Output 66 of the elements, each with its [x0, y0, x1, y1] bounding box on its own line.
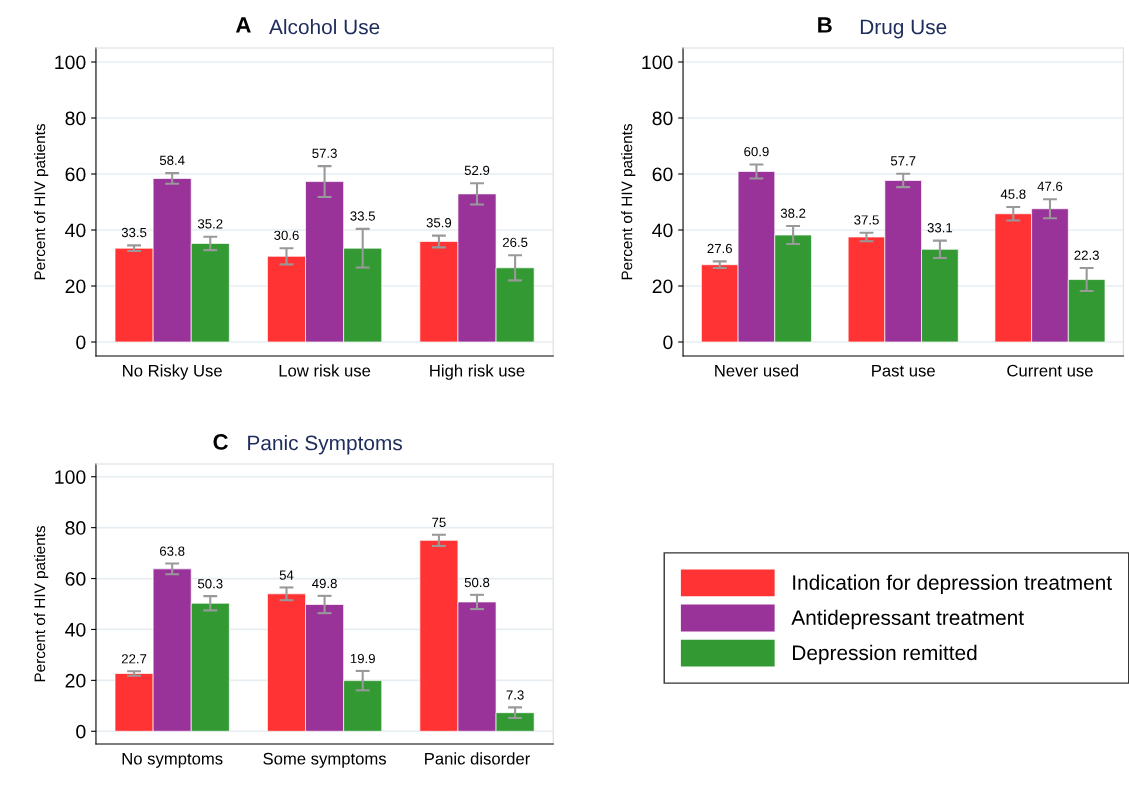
- y-axis-title: Percent of HIV patients: [621, 124, 636, 280]
- y-tick-label: 60: [65, 167, 86, 182]
- data-label: 47.6: [1037, 181, 1063, 191]
- y-tick-label: 40: [652, 223, 673, 238]
- x-tick-label: Some symptoms: [263, 752, 387, 768]
- text: B: [818, 17, 832, 33]
- data-label: 52.9: [464, 165, 490, 176]
- x-tick-label: No symptoms: [122, 752, 223, 768]
- data-label: 26.5: [502, 237, 528, 247]
- y-tick-label: 100: [55, 470, 86, 484]
- y-tick-label: 100: [55, 55, 86, 70]
- y-tick-label: 40: [65, 223, 86, 238]
- data-label: 57.7: [890, 156, 916, 166]
- data-label: 35.2: [197, 219, 223, 229]
- x-tick-label: No Risky Use: [123, 364, 222, 380]
- data-label: 75: [432, 517, 446, 528]
- data-label: 49.8: [312, 578, 337, 589]
- data-label: 35.9: [426, 218, 452, 228]
- y-axis-title: Percent of HIV patients: [34, 525, 49, 682]
- y-tick-label: 40: [65, 622, 86, 637]
- x-tick-label: Current use: [1007, 364, 1093, 377]
- legend-label: Indication for depression treatment: [793, 574, 1112, 595]
- chart-title: Alcohol Use: [269, 19, 380, 35]
- text: C: [213, 434, 228, 450]
- legend-label: Depression remitted: [793, 644, 977, 665]
- chart-title: Panic Symptoms: [248, 435, 402, 455]
- y-tick-label: 60: [652, 167, 673, 182]
- data-label: 33.1: [927, 223, 953, 233]
- y-tick-label: 0: [76, 724, 86, 739]
- data-label: 57.3: [312, 148, 337, 158]
- data-label: 22.7: [121, 654, 147, 664]
- y-tick-label: 100: [642, 55, 673, 70]
- data-label: 50.8: [464, 577, 490, 588]
- chart-title: Drug Use: [860, 19, 947, 39]
- data-label: 7.3: [506, 690, 524, 700]
- x-tick-label: Never used: [715, 364, 798, 377]
- y-tick-label: 20: [65, 673, 86, 688]
- y-tick-label: 20: [652, 279, 673, 294]
- data-label: 45.8: [1000, 189, 1026, 199]
- x-tick-label: Low risk use: [279, 364, 371, 377]
- y-tick-label: 60: [65, 572, 86, 586]
- y-tick-label: 0: [663, 335, 673, 350]
- y-axis-title: Percent of HIV patients: [34, 124, 49, 280]
- data-label: 60.9: [744, 146, 769, 157]
- data-label: 63.8: [160, 546, 185, 556]
- y-tick-label: 80: [65, 521, 86, 535]
- data-label: 33.5: [350, 211, 375, 221]
- data-label: 27.6: [707, 243, 732, 254]
- data-label: 50.3: [197, 579, 223, 589]
- data-label: 30.6: [274, 230, 299, 240]
- y-tick-label: 20: [65, 279, 86, 294]
- x-tick-label: Past use: [872, 364, 935, 377]
- y-tick-label: 80: [652, 111, 673, 126]
- data-label: 54: [279, 570, 294, 580]
- y-tick-label: 0: [76, 335, 86, 350]
- data-label: 38.2: [780, 208, 806, 218]
- legend-label: Antidepressant treatment: [791, 609, 1024, 630]
- data-label: 37.5: [854, 215, 879, 225]
- y-tick-label: 80: [65, 111, 86, 126]
- x-tick-label: Panic disorder: [425, 752, 530, 765]
- data-label: 58.4: [159, 155, 185, 165]
- data-label: 22.3: [1074, 250, 1099, 260]
- data-label: 19.9: [350, 653, 375, 664]
- text: A: [235, 17, 251, 33]
- x-tick-label: High risk use: [430, 364, 525, 380]
- data-label: 33.5: [121, 227, 147, 238]
